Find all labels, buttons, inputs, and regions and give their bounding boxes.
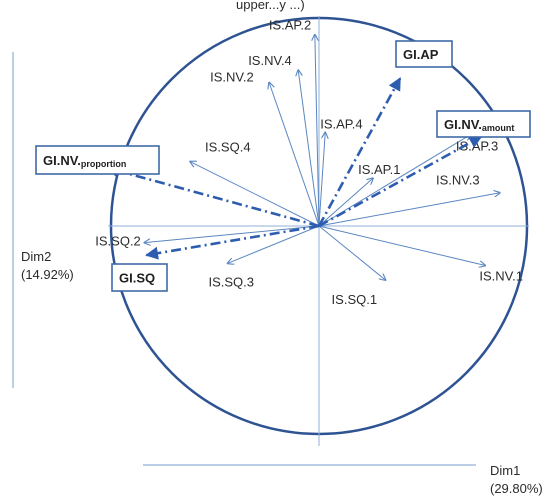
variable-label-is-ap-4: IS.AP.4: [320, 116, 362, 131]
supplementary-arrow-gi-nv-proportion: [105, 164, 320, 228]
variable-arrow-is-sq-3: [227, 225, 320, 263]
supplementary-label-gi-sq: GI.SQ: [119, 271, 155, 286]
supplementary-label-gi-ap: GI.AP: [403, 47, 439, 62]
supplementary-arrow-gi-sq: [145, 224, 320, 260]
variable-arrow-is-ap-1: [318, 178, 373, 227]
supplementary-arrow-gi-ap: [317, 77, 402, 227]
variable-label-is-sq-4: IS.SQ.4: [205, 140, 251, 155]
dim2-label: Dim2: [21, 249, 51, 264]
dim2-percent: (14.92%): [21, 267, 74, 282]
variable-label-is-sq-1: IS.SQ.1: [332, 292, 378, 307]
variable-arrow-is-ap-2: [315, 35, 320, 227]
dim1-label: Dim1: [490, 463, 520, 478]
variable-label-is-nv-4: IS.NV.4: [248, 53, 292, 68]
variable-label-is-sq-2: IS.SQ.2: [95, 234, 141, 249]
variable-label-is-sq-3: IS.SQ.3: [208, 274, 254, 289]
variable-arrow-is-sq-4: [190, 162, 320, 227]
supplementary-box-gi-sq: [111, 263, 168, 292]
variable-arrow-is-nv-2: [269, 82, 320, 227]
variable-label-is-nv-3: IS.NV.3: [436, 173, 480, 188]
variable-label-is-nv-1: IS.NV.1: [479, 269, 523, 284]
variable-arrow-is-nv-4: [298, 70, 320, 227]
variable-arrow-is-nv-3: [318, 193, 500, 227]
title-fragment: upper...y ...): [236, 0, 305, 12]
supplementary-box-gi-nv-proportion: [35, 145, 160, 175]
variable-arrow-is-sq-2: [144, 225, 320, 243]
supplementary-arrow-gi-nv-amount: [318, 135, 483, 228]
supplementary-box-gi-ap: [395, 40, 453, 68]
dim1-percent: (29.80%): [490, 481, 543, 496]
variable-label-is-ap-2: IS.AP.2: [269, 18, 311, 33]
variable-label-is-nv-2: IS.NV.2: [210, 69, 254, 84]
variable-arrows: IS.AP.2IS.NV.4IS.NV.2IS.AP.4IS.AP.1IS.AP…: [95, 18, 523, 307]
variable-arrow-is-sq-1: [318, 225, 386, 280]
variable-arrow-is-ap-4: [318, 132, 325, 227]
variable-arrow-is-nv-1: [318, 225, 485, 266]
variable-label-is-ap-1: IS.AP.1: [358, 162, 400, 177]
supplementary-box-gi-nv-amount: [436, 110, 531, 138]
